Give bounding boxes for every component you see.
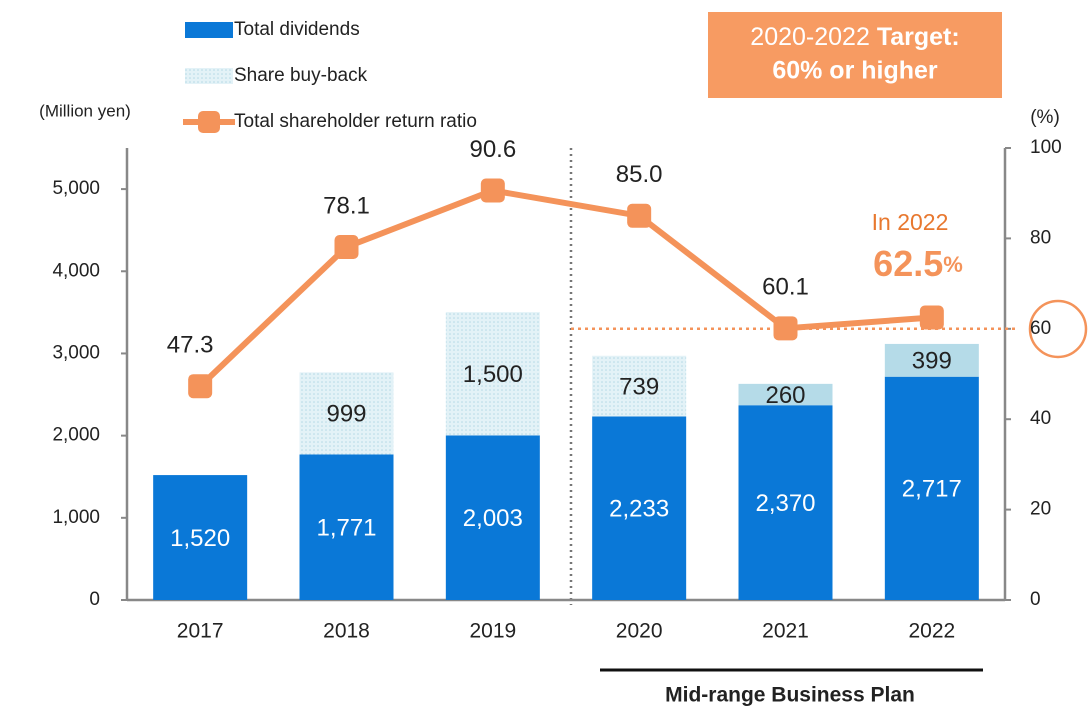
dividend-bar bbox=[299, 454, 394, 600]
legend-label: Total shareholder return ratio bbox=[234, 111, 477, 132]
y2-tick-label: 60 bbox=[1030, 318, 1051, 339]
target-text: 60% or higher bbox=[772, 57, 938, 85]
buyback-bar bbox=[884, 343, 979, 377]
data-label: 85.0 bbox=[616, 161, 663, 188]
buyback-bar bbox=[445, 312, 540, 436]
y2-tick-label: 40 bbox=[1030, 408, 1051, 429]
buyback-bar bbox=[592, 355, 687, 417]
y-axis-label: (Million yen) bbox=[39, 101, 131, 120]
annotation: In 2022 bbox=[872, 209, 949, 235]
legend-swatch bbox=[185, 68, 233, 84]
x-tick-label: 2019 bbox=[469, 620, 516, 643]
x-tick-label: 2022 bbox=[908, 620, 955, 643]
y-tick-label: 3,000 bbox=[52, 342, 100, 363]
data-label: 2,003 bbox=[463, 505, 523, 532]
data-label: 1,500 bbox=[463, 361, 523, 388]
ratio-marker bbox=[334, 234, 359, 259]
legend-swatch bbox=[198, 111, 220, 133]
target-box bbox=[708, 12, 1002, 98]
bracket-label: Mid-range Business Plan bbox=[665, 684, 915, 707]
data-label: 399 bbox=[912, 348, 952, 375]
dividend-bar bbox=[592, 416, 687, 600]
ratio-marker bbox=[773, 316, 798, 341]
data-label: 2,233 bbox=[609, 496, 669, 523]
y-tick-label: 5,000 bbox=[52, 178, 100, 199]
data-label: 999 bbox=[326, 401, 366, 428]
data-label: 739 bbox=[619, 373, 659, 400]
y2-tick-label: 20 bbox=[1030, 499, 1051, 520]
data-label: 60.1 bbox=[762, 274, 809, 301]
y-tick-label: 2,000 bbox=[52, 425, 100, 446]
x-tick-label: 2020 bbox=[616, 620, 663, 643]
y2-tick-label: 0 bbox=[1030, 589, 1041, 610]
data-label: 47.3 bbox=[167, 332, 214, 359]
data-label: 90.6 bbox=[469, 136, 516, 163]
dividend-bar bbox=[738, 405, 833, 600]
annotation: 62.5% bbox=[873, 243, 963, 284]
dividend-bar bbox=[884, 376, 979, 600]
dividend-bar bbox=[153, 475, 248, 600]
data-label: 2,370 bbox=[755, 490, 815, 517]
data-label: 1,771 bbox=[316, 515, 376, 542]
ratio-line bbox=[198, 187, 933, 389]
ratio-marker bbox=[188, 374, 213, 399]
legend-label: Share buy-back bbox=[234, 65, 368, 86]
x-tick-label: 2021 bbox=[762, 620, 809, 643]
y2-tick-label: 80 bbox=[1030, 227, 1051, 248]
y-tick-label: 4,000 bbox=[52, 260, 100, 281]
data-label: 260 bbox=[765, 382, 805, 409]
ratio-marker bbox=[480, 178, 505, 203]
legend-swatch bbox=[185, 22, 233, 38]
target-text: 2020-2022 Target: bbox=[750, 23, 959, 51]
data-label: 1,520 bbox=[170, 525, 230, 552]
highlight-circle bbox=[1028, 299, 1088, 359]
buyback-bar bbox=[738, 383, 833, 406]
y-tick-label: 0 bbox=[89, 589, 100, 610]
legend-label: Total dividends bbox=[234, 19, 360, 40]
ratio-marker bbox=[919, 305, 944, 330]
ratio-marker bbox=[627, 203, 652, 228]
x-tick-label: 2017 bbox=[177, 620, 224, 643]
y2-tick-label: 100 bbox=[1030, 137, 1062, 158]
buyback-bar bbox=[299, 372, 394, 455]
y-tick-label: 1,000 bbox=[52, 507, 100, 528]
data-label: 2,717 bbox=[902, 476, 962, 503]
y2-axis-label: (%) bbox=[1030, 107, 1060, 128]
data-label: 78.1 bbox=[323, 192, 370, 219]
x-tick-label: 2018 bbox=[323, 620, 370, 643]
dividend-bar bbox=[445, 435, 540, 600]
